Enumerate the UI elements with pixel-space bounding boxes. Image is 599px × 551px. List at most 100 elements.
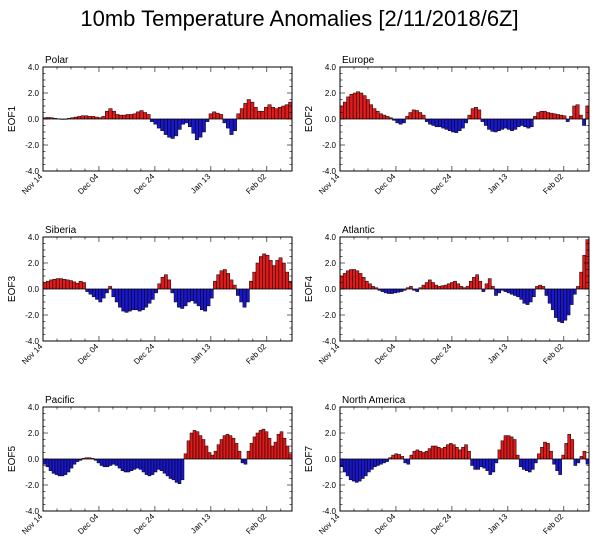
bar bbox=[439, 448, 444, 460]
bar bbox=[242, 288, 247, 308]
bar bbox=[157, 283, 162, 290]
bar bbox=[357, 458, 362, 482]
bar bbox=[216, 274, 221, 290]
bar bbox=[532, 288, 536, 298]
bar bbox=[72, 281, 77, 290]
x-tick-label: Feb 02 bbox=[244, 172, 268, 196]
bar bbox=[524, 458, 529, 471]
bar bbox=[272, 265, 276, 290]
bar bbox=[467, 450, 471, 460]
y-tick-label: 4.0 bbox=[325, 233, 337, 242]
bar bbox=[369, 104, 374, 120]
bar bbox=[180, 288, 185, 309]
bar bbox=[206, 288, 211, 307]
bar bbox=[565, 118, 570, 122]
bar bbox=[183, 288, 188, 307]
bar bbox=[45, 458, 50, 468]
bar bbox=[427, 448, 432, 460]
bar bbox=[236, 288, 240, 296]
bar bbox=[516, 118, 521, 128]
bar bbox=[395, 118, 400, 124]
bar bbox=[477, 109, 482, 120]
bar bbox=[125, 114, 130, 120]
x-tick-label: Feb 02 bbox=[541, 342, 565, 366]
bar bbox=[196, 288, 201, 307]
bar bbox=[455, 447, 459, 460]
bar bbox=[457, 118, 462, 131]
bar bbox=[406, 458, 411, 465]
bar bbox=[566, 288, 571, 316]
bar bbox=[118, 114, 123, 120]
bar bbox=[437, 286, 442, 290]
y-axis-label: EOF4 bbox=[304, 276, 315, 303]
bar bbox=[567, 434, 572, 460]
bar bbox=[198, 118, 203, 138]
bar bbox=[487, 278, 492, 290]
bar bbox=[213, 280, 217, 290]
x-tick-label: Feb 02 bbox=[541, 512, 565, 536]
bar bbox=[351, 458, 356, 482]
bar bbox=[547, 288, 552, 304]
bar bbox=[494, 288, 498, 296]
bar bbox=[63, 458, 68, 475]
bar bbox=[446, 444, 450, 460]
bar bbox=[177, 118, 182, 130]
panel-title: North America bbox=[342, 395, 406, 406]
bar bbox=[138, 458, 143, 470]
bar bbox=[450, 282, 454, 290]
bar bbox=[245, 288, 250, 303]
y-tick-label: 0.0 bbox=[325, 455, 337, 464]
bar bbox=[184, 118, 189, 124]
bar bbox=[118, 288, 122, 308]
bar bbox=[506, 435, 511, 460]
bar bbox=[491, 458, 496, 473]
bar bbox=[430, 445, 435, 460]
bar bbox=[354, 458, 359, 483]
bar bbox=[564, 443, 569, 460]
bar bbox=[394, 453, 398, 460]
bar bbox=[345, 458, 350, 477]
bar bbox=[120, 458, 125, 471]
bar bbox=[222, 269, 227, 290]
bar bbox=[449, 443, 453, 460]
bar bbox=[229, 118, 234, 135]
y-tick-label: -4.0 bbox=[322, 507, 336, 516]
bar bbox=[573, 458, 578, 466]
bar bbox=[409, 286, 413, 290]
bar bbox=[559, 114, 564, 120]
y-axis-label: EOF7 bbox=[304, 446, 315, 473]
x-tick-label: Jan 13 bbox=[486, 172, 510, 196]
bar bbox=[170, 288, 175, 294]
bar bbox=[375, 110, 380, 120]
bar bbox=[434, 118, 439, 128]
main-title: 10mb Temperature Anomalies [2/11/2018/6Z… bbox=[80, 6, 519, 31]
y-tick-label: 4.0 bbox=[325, 63, 337, 72]
bar bbox=[153, 458, 158, 473]
y-axis-label: EOF3 bbox=[7, 276, 18, 303]
bar bbox=[541, 286, 546, 290]
bar bbox=[111, 110, 116, 120]
bar bbox=[132, 458, 137, 470]
bar bbox=[207, 452, 212, 460]
bar bbox=[409, 454, 414, 460]
bar bbox=[487, 118, 491, 130]
bar bbox=[575, 104, 580, 120]
bar bbox=[162, 458, 167, 474]
bar bbox=[285, 271, 289, 290]
bar bbox=[144, 458, 149, 475]
bar bbox=[281, 105, 286, 120]
bar bbox=[411, 109, 416, 120]
bar bbox=[484, 283, 489, 290]
bar bbox=[262, 253, 267, 290]
bar bbox=[531, 458, 535, 470]
bar bbox=[355, 270, 360, 290]
bar bbox=[150, 288, 155, 300]
bar bbox=[371, 286, 375, 290]
bar bbox=[352, 92, 357, 120]
bar bbox=[156, 118, 161, 129]
bar bbox=[544, 288, 549, 296]
bar bbox=[382, 458, 386, 464]
panel-title: Pacific bbox=[45, 395, 74, 406]
